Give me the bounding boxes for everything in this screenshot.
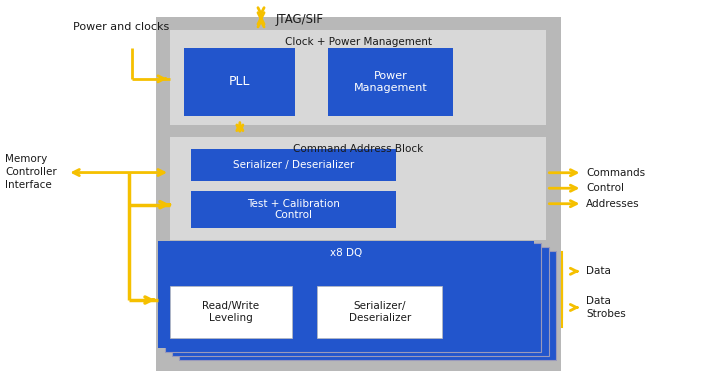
Text: Serializer / Deserializer: Serializer / Deserializer — [233, 160, 354, 170]
Bar — [179, 251, 556, 360]
Text: Power
Management: Power Management — [354, 71, 428, 92]
Bar — [158, 241, 534, 348]
Bar — [172, 247, 549, 356]
Bar — [317, 286, 443, 338]
Bar — [192, 149, 396, 181]
Bar — [170, 286, 292, 338]
Bar — [184, 48, 295, 115]
Text: Control: Control — [586, 183, 624, 193]
Bar — [328, 48, 453, 115]
Text: Read/Write
Leveling: Read/Write Leveling — [202, 301, 259, 323]
Text: Data
Strobes: Data Strobes — [586, 296, 626, 319]
Text: Clock + Power Management: Clock + Power Management — [284, 37, 432, 48]
Text: Memory
Controller
Interface: Memory Controller Interface — [5, 154, 57, 190]
Bar — [170, 137, 546, 239]
Text: Serializer/
Deserializer: Serializer/ Deserializer — [348, 301, 411, 323]
Text: x8 DQ: x8 DQ — [330, 248, 362, 258]
Text: Commands: Commands — [586, 168, 645, 178]
Text: PLL: PLL — [229, 75, 251, 88]
Text: Data: Data — [586, 266, 611, 276]
Text: Test + Calibration
Control: Test + Calibration Control — [247, 199, 340, 220]
Bar — [192, 191, 396, 228]
Text: Addresses: Addresses — [586, 199, 639, 209]
Bar — [156, 17, 561, 371]
Bar — [170, 30, 546, 125]
Text: Power and clocks: Power and clocks — [73, 21, 169, 32]
Bar — [165, 243, 541, 352]
Text: Command Address Block: Command Address Block — [293, 144, 423, 154]
Text: JTAG/SIF: JTAG/SIF — [275, 14, 323, 27]
